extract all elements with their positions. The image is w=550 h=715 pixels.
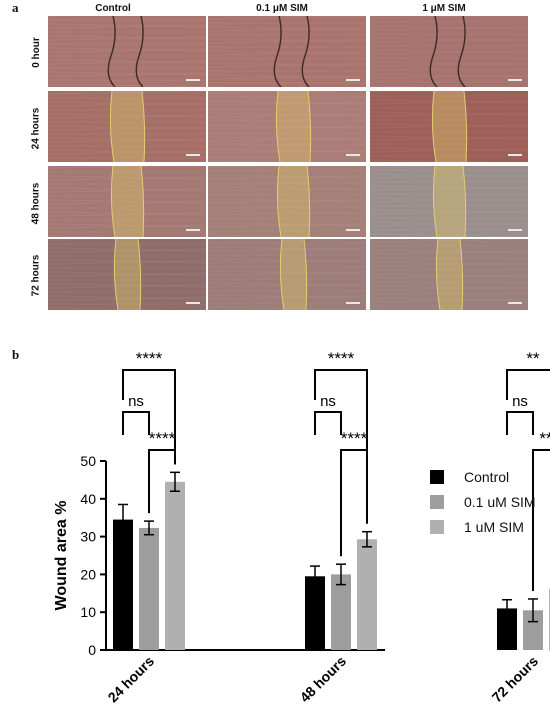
scale-bar (346, 79, 360, 81)
significance-label: ** (526, 349, 540, 368)
significance-bracket (532, 449, 550, 591)
legend-item-1-sim: 1 uM SIM (430, 514, 536, 539)
scale-bar (346, 302, 360, 304)
legend-item-0-1-sim: 0.1 uM SIM (430, 489, 536, 514)
column-header-0-1-sim: 0.1 μM SIM (256, 3, 308, 14)
column-header-control: Control (95, 3, 131, 14)
row-header-0-hour: 0 hour (30, 36, 42, 68)
row-header-72-hours: 72 hours (30, 254, 42, 296)
x-tick-label: 48 hours (297, 653, 350, 706)
y-axis-label: Wound area % (53, 501, 70, 611)
significance-bracket (314, 411, 342, 435)
legend-item-control: Control (430, 464, 536, 489)
significance-label: ns (512, 393, 528, 410)
x-tick-label: 24 hours (105, 653, 158, 706)
micrograph-1-0 (47, 90, 207, 163)
significance-label: **** (149, 429, 176, 448)
x-tick-label: 72 hours (489, 653, 542, 706)
micrograph-2-0 (47, 165, 207, 238)
y-tick-label: 10 (80, 604, 96, 620)
row-header-24-hours: 24 hours (30, 107, 42, 149)
significance-label: **** (328, 349, 355, 368)
micrograph-0-0 (47, 15, 207, 88)
significance-label: ns (320, 393, 336, 410)
y-tick-label: 40 (80, 491, 96, 507)
legend-swatch-0-1-sim (430, 494, 444, 509)
scale-bar (346, 154, 360, 156)
panel-a-letter: a (12, 0, 19, 15)
micrograph-1-1 (207, 90, 367, 163)
significance-bracket (148, 449, 176, 514)
significance-label: **** (136, 349, 163, 368)
row-header-48-hours: 48 hours (30, 182, 42, 224)
y-tick-label: 20 (80, 566, 96, 582)
significance-bracket (122, 369, 176, 465)
bar (497, 608, 517, 650)
significance-bracket (122, 411, 150, 435)
significance-bracket (506, 411, 534, 435)
significance-label: ns (128, 393, 144, 410)
micrograph-2-2 (369, 165, 529, 238)
scale-bar (186, 229, 200, 231)
scale-bar (508, 154, 522, 156)
scale-bar (186, 154, 200, 156)
micrograph-0-2 (369, 15, 529, 88)
bar (523, 610, 543, 650)
significance-bracket (314, 369, 368, 524)
legend-label-control: Control (464, 468, 510, 485)
legend-label-1-sim: 1 uM SIM (464, 518, 524, 535)
scale-bar (186, 79, 200, 81)
scale-bar (508, 79, 522, 81)
y-tick-label: 30 (80, 529, 96, 545)
wound-area-bar-chart: 0 10 20 30 40 50 Wound area % 24 hours 48 hours 7… (53, 349, 550, 706)
bar (165, 481, 185, 650)
micrograph-3-1 (207, 238, 367, 311)
legend-swatch-1-sim (430, 519, 444, 534)
significance-bracket (506, 369, 550, 400)
bar (113, 519, 133, 650)
y-tick-label: 50 (80, 453, 96, 469)
bar (139, 527, 159, 650)
significance-bracket (340, 449, 368, 557)
chart-legend: Control 0.1 uM SIM 1 uM SIM (430, 464, 536, 539)
scale-bar (508, 302, 522, 304)
significance-label: **** (341, 429, 368, 448)
bar (357, 539, 377, 650)
micrograph-3-2 (369, 238, 529, 311)
micrograph-2-1 (207, 165, 367, 238)
legend-swatch-control (430, 469, 444, 484)
bar (305, 576, 325, 650)
micrograph-1-2 (369, 90, 529, 163)
y-tick-label: 0 (88, 642, 96, 658)
bar (331, 574, 351, 650)
micrograph-0-1 (207, 15, 367, 88)
panel-b-letter: b (12, 347, 20, 362)
significance-label: ** (539, 429, 550, 448)
micrograph-3-0 (47, 238, 207, 311)
scale-bar (508, 229, 522, 231)
column-header-1-sim: 1 μM SIM (422, 3, 466, 14)
scale-bar (186, 302, 200, 304)
legend-label-0-1-sim: 0.1 uM SIM (464, 493, 536, 510)
scale-bar (346, 229, 360, 231)
